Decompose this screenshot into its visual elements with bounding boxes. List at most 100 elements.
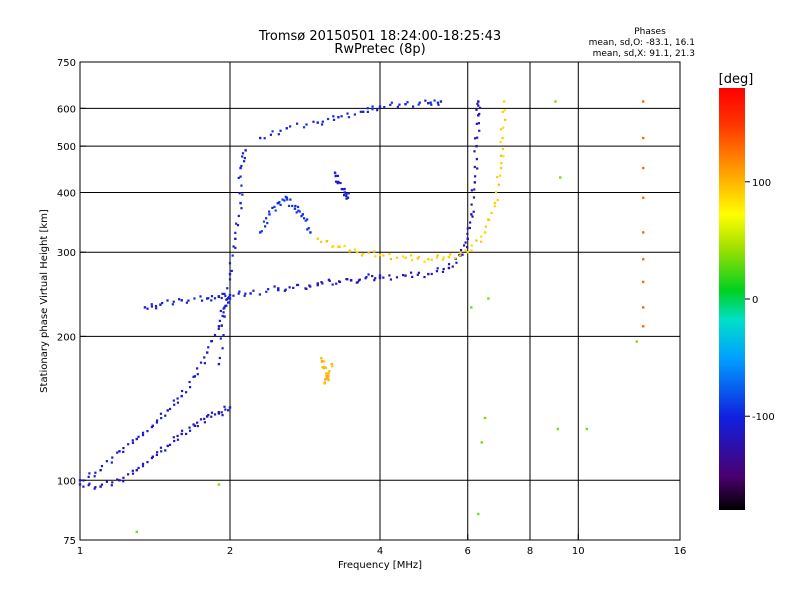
chart-subtitle: RwPretec (8p) [334, 42, 425, 57]
data-point [447, 263, 451, 266]
data-point [196, 373, 199, 376]
data-point [332, 115, 335, 118]
data-point [499, 141, 502, 144]
data-point [346, 196, 350, 199]
data-point [131, 469, 134, 472]
data-point [473, 165, 476, 169]
data-point [477, 512, 480, 516]
data-point [327, 378, 330, 382]
data-point [271, 130, 274, 133]
data-point [316, 121, 319, 124]
data-point [447, 255, 451, 259]
data-point [466, 237, 469, 241]
data-point [151, 455, 155, 458]
data-point [221, 414, 224, 417]
data-point [87, 484, 90, 487]
data-point [436, 267, 439, 270]
data-point [236, 224, 240, 227]
data-point [476, 102, 479, 105]
data-point [404, 256, 407, 260]
data-point [100, 483, 104, 486]
data-point [338, 245, 341, 248]
data-point [160, 417, 163, 420]
data-point [475, 108, 478, 111]
data-point [642, 258, 645, 261]
data-point [504, 118, 507, 121]
y-tick-label: 500 [57, 142, 76, 153]
data-point [141, 434, 145, 437]
data-point [151, 424, 155, 428]
phase-stats-o: mean, sd,O: -83.1, 16.1 [589, 38, 695, 48]
data-point [483, 416, 487, 420]
data-point [475, 122, 478, 125]
data-point [159, 412, 163, 415]
data-point [220, 411, 223, 414]
data-point [196, 421, 199, 424]
data-point [105, 460, 109, 463]
data-point [478, 112, 481, 116]
data-point [228, 406, 232, 409]
data-point [217, 362, 221, 366]
data-point [289, 198, 292, 201]
data-point [427, 101, 430, 105]
series-o-trace-low-f [78, 297, 232, 482]
data-point [285, 196, 288, 199]
data-point [471, 215, 474, 218]
data-point [496, 198, 499, 202]
data-point [398, 103, 401, 106]
data-point [122, 476, 125, 479]
data-point [258, 293, 261, 296]
data-point [135, 530, 138, 534]
data-point [337, 115, 340, 119]
data-point [111, 481, 114, 484]
colorbar [719, 88, 745, 510]
data-point [323, 366, 327, 369]
data-point [345, 277, 348, 281]
data-point [335, 282, 338, 285]
data-point [337, 280, 341, 283]
data-point [642, 325, 645, 328]
data-point [347, 192, 350, 195]
data-point [300, 215, 303, 218]
data-point [238, 290, 241, 293]
data-point [642, 231, 645, 234]
data-point [336, 174, 340, 178]
data-point [475, 144, 478, 148]
data-point [378, 276, 382, 280]
data-point [288, 286, 291, 289]
data-point [155, 421, 158, 424]
data-point [296, 283, 299, 287]
data-point [309, 231, 312, 234]
data-point [435, 270, 439, 273]
data-point [477, 104, 480, 107]
data-point [203, 417, 206, 421]
data-point [263, 137, 266, 140]
data-point [494, 191, 498, 194]
data-point [326, 239, 329, 243]
data-point [441, 270, 445, 273]
data-point [429, 101, 432, 104]
data-point [244, 292, 247, 295]
data-point [332, 245, 335, 248]
data-point [302, 217, 306, 220]
data-point [478, 129, 481, 132]
data-point [365, 275, 368, 279]
data-point [99, 468, 102, 472]
data-point [131, 441, 135, 444]
data-point [367, 251, 370, 254]
data-point [207, 346, 210, 349]
data-point [172, 436, 175, 439]
data-point [411, 259, 414, 262]
data-point [466, 232, 469, 235]
data-point [205, 351, 209, 354]
data-point [355, 251, 359, 254]
data-point [277, 133, 280, 136]
data-point [234, 246, 237, 249]
data-point [203, 362, 206, 365]
data-point [376, 109, 379, 112]
data-point [166, 299, 169, 302]
data-point [388, 274, 391, 277]
data-point [366, 107, 369, 110]
series-vertical-at-2-mhz [217, 149, 247, 366]
data-point [331, 283, 334, 286]
